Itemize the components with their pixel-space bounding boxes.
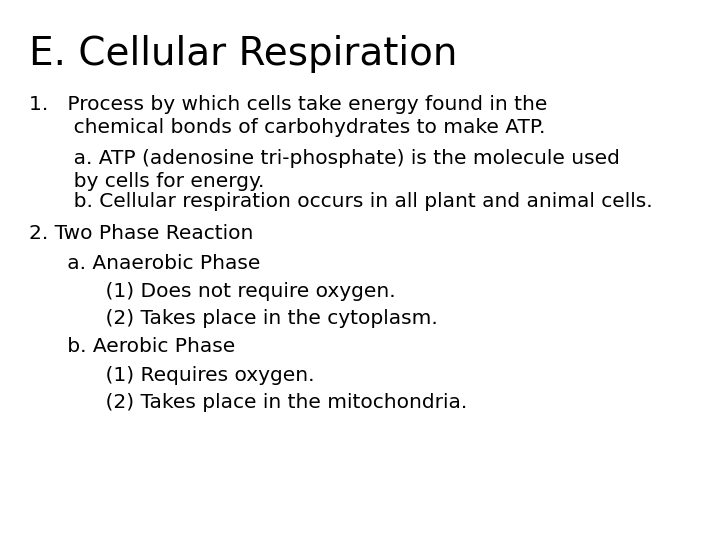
Text: a. Anaerobic Phase: a. Anaerobic Phase bbox=[29, 254, 260, 273]
Text: b. Aerobic Phase: b. Aerobic Phase bbox=[29, 338, 235, 356]
Text: (2) Takes place in the mitochondria.: (2) Takes place in the mitochondria. bbox=[29, 393, 467, 411]
Text: b. Cellular respiration occurs in all plant and animal cells.: b. Cellular respiration occurs in all pl… bbox=[29, 192, 652, 211]
Text: E. Cellular Respiration: E. Cellular Respiration bbox=[29, 35, 457, 73]
Text: (1) Requires oxygen.: (1) Requires oxygen. bbox=[29, 366, 315, 384]
Text: a. ATP (adenosine tri-phosphate) is the molecule used
       by cells for energy: a. ATP (adenosine tri-phosphate) is the … bbox=[29, 148, 620, 191]
Text: 1.   Process by which cells take energy found in the
       chemical bonds of ca: 1. Process by which cells take energy fo… bbox=[29, 94, 547, 137]
Text: 2. Two Phase Reaction: 2. Two Phase Reaction bbox=[29, 224, 253, 243]
Text: (1) Does not require oxygen.: (1) Does not require oxygen. bbox=[29, 282, 395, 301]
Text: (2) Takes place in the cytoplasm.: (2) Takes place in the cytoplasm. bbox=[29, 309, 438, 328]
